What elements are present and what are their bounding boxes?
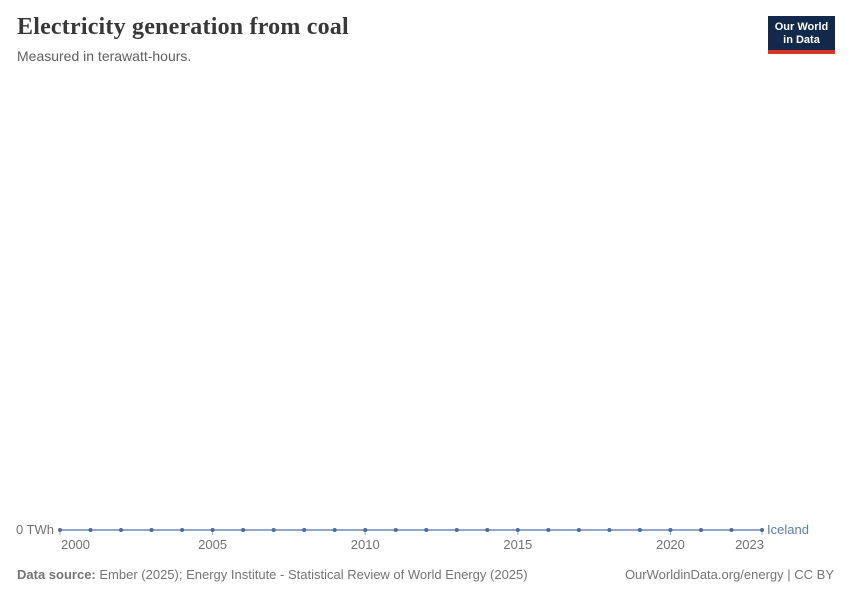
data-point[interactable]	[241, 528, 246, 532]
data-point[interactable]	[485, 528, 490, 532]
x-axis-tick-label: 2023	[735, 537, 764, 552]
owid-logo-accent-bar	[768, 50, 835, 54]
x-axis-tick-label: 2005	[198, 537, 227, 552]
x-axis-tick-label: 2000	[61, 537, 90, 552]
x-axis-tick-label: 2020	[656, 537, 685, 552]
data-point[interactable]	[58, 528, 62, 532]
data-point[interactable]	[424, 528, 429, 532]
data-point[interactable]	[546, 528, 551, 532]
chart-subtitle: Measured in terawatt-hours.	[17, 47, 192, 64]
owid-logo-line2: in Data	[783, 34, 820, 46]
owid-logo-line1: Our World	[774, 21, 829, 33]
owid-logo-text: Our World in Data	[768, 16, 835, 50]
data-point[interactable]	[607, 528, 612, 532]
y-axis-zero-label: 0 TWh	[16, 522, 54, 537]
data-point[interactable]	[88, 528, 93, 532]
owid-url-license[interactable]: OurWorldinData.org/energy | CC BY	[624, 567, 834, 582]
entity-label[interactable]: Iceland	[767, 522, 809, 537]
owid-logo[interactable]: Our World in Data	[768, 16, 835, 54]
chart-footer: Data source: Ember (2025); Energy Instit…	[17, 567, 834, 582]
data-point[interactable]	[149, 528, 154, 532]
data-point[interactable]	[119, 528, 124, 532]
data-point[interactable]	[760, 528, 764, 532]
data-point[interactable]	[332, 528, 337, 532]
data-point[interactable]	[729, 528, 734, 532]
data-point[interactable]	[363, 528, 368, 532]
chart-header: Electricity generation from coal Measure…	[17, 14, 834, 64]
data-point[interactable]	[393, 528, 398, 532]
data-point[interactable]	[515, 528, 520, 532]
data-point[interactable]	[271, 528, 276, 532]
data-point[interactable]	[210, 528, 215, 532]
chart-title: Electricity generation from coal	[17, 14, 349, 40]
x-axis-tick-label: 2010	[351, 537, 380, 552]
data-source-label: Data source:	[17, 567, 96, 582]
data-point[interactable]	[576, 528, 581, 532]
data-source: Data source: Ember (2025); Energy Instit…	[17, 567, 528, 582]
data-point[interactable]	[668, 528, 673, 532]
data-point[interactable]	[637, 528, 642, 532]
data-point[interactable]	[454, 528, 459, 532]
data-point[interactable]	[698, 528, 703, 532]
data-point[interactable]	[302, 528, 307, 532]
x-axis-tick-label: 2015	[503, 537, 532, 552]
data-source-text: Ember (2025); Energy Institute - Statist…	[99, 567, 528, 582]
data-point[interactable]	[180, 528, 185, 532]
